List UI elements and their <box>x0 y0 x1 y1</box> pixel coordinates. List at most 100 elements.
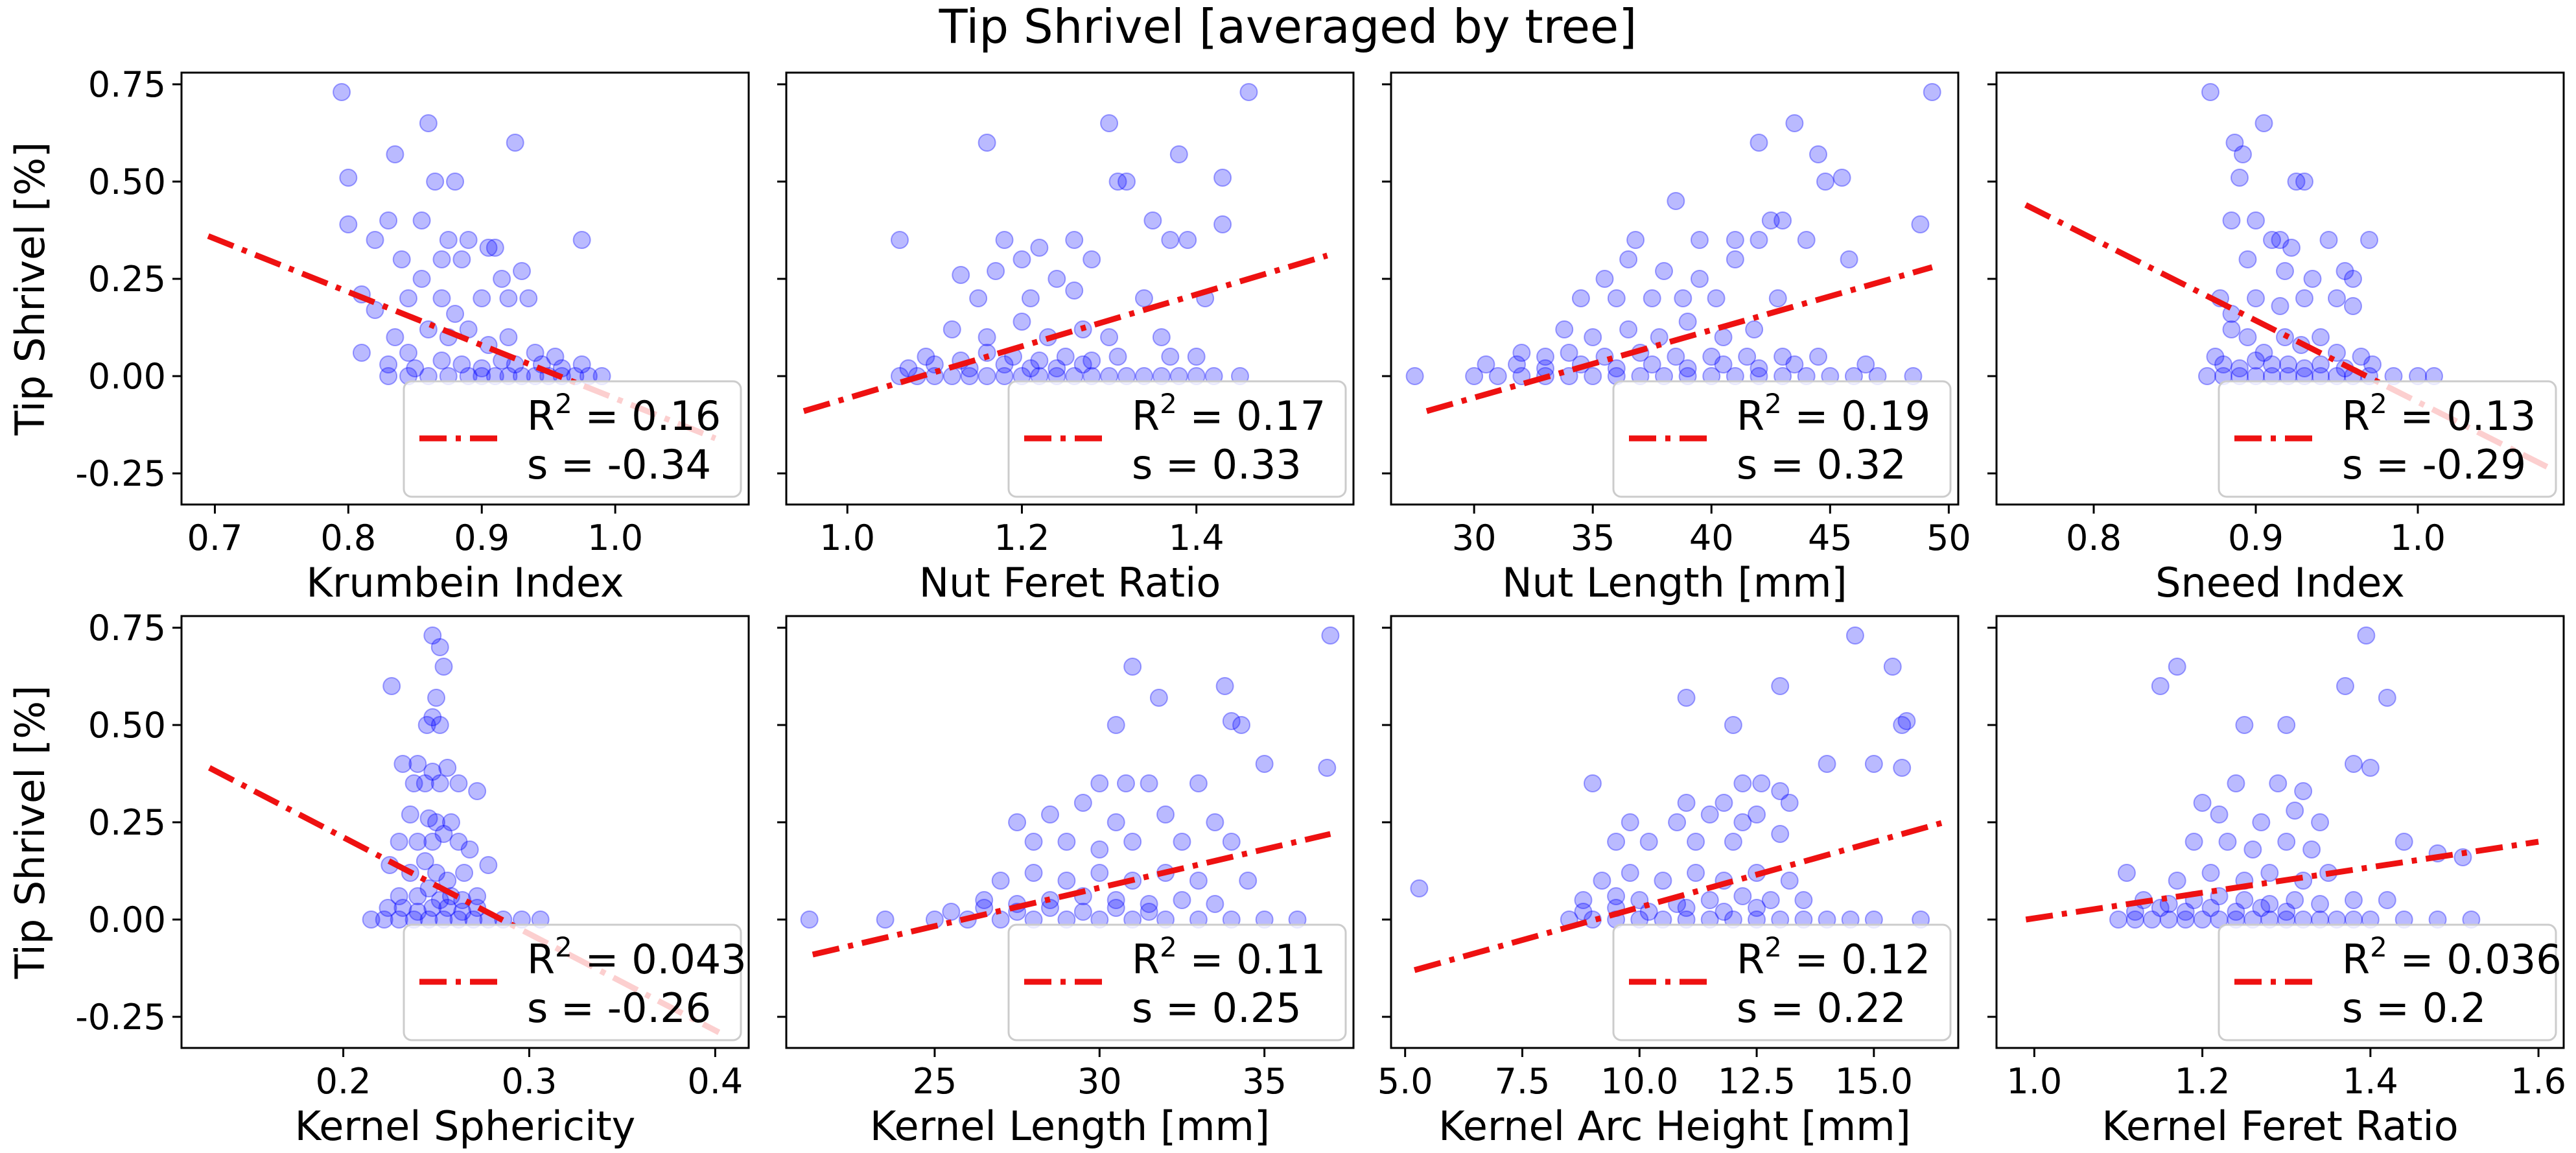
legend-slope-text: s = 0.33 <box>1132 441 1302 488</box>
x-tick-label: 0.8 <box>320 517 376 558</box>
legend-box <box>1612 923 1952 1041</box>
scatter-point <box>1911 215 1930 233</box>
x-axis-label: Nut Feret Ratio <box>919 559 1221 606</box>
scatter-point <box>2287 172 2306 191</box>
scatter-point <box>2277 903 2296 921</box>
scatter-point <box>2344 755 2363 773</box>
scatter-point <box>1750 134 1768 152</box>
x-tick-label: 30 <box>1452 517 1497 558</box>
x-tick-label: 12.5 <box>1718 1061 1796 1102</box>
scatter-point <box>1715 794 1733 812</box>
axes-frame <box>1390 71 1960 506</box>
scatter-point <box>1733 887 1752 905</box>
scatter-point <box>446 305 465 323</box>
scatter-point <box>1761 891 1780 909</box>
scatter-point <box>390 910 408 929</box>
scatter-point <box>468 782 487 800</box>
scatter-point <box>2453 848 2472 866</box>
scatter-point <box>468 887 487 905</box>
scatter-point <box>412 211 431 230</box>
legend-slope-text: s = -0.29 <box>2342 441 2526 488</box>
scatter-point <box>399 289 417 307</box>
scatter-point <box>1169 145 1188 163</box>
scatter-point <box>430 716 449 734</box>
legend-box <box>403 380 742 498</box>
legend-r2-superscript: 2 <box>555 931 572 963</box>
scatter-point <box>2247 211 2265 230</box>
scatter-point <box>1630 891 1649 909</box>
scatter-point <box>2210 805 2229 824</box>
scatter-point <box>1030 239 1049 257</box>
scatter-point <box>1140 895 1158 913</box>
scatter-point <box>952 266 970 284</box>
scatter-point <box>1149 689 1168 707</box>
scatter-point <box>453 903 472 921</box>
scatter-point <box>1677 689 1696 707</box>
legend-r2-superscript: 2 <box>1160 388 1177 420</box>
x-tick-label: 35 <box>1242 1061 1287 1102</box>
x-axis-label: Kernel Feret Ratio <box>2102 1102 2458 1150</box>
scatter-point <box>1809 145 1827 163</box>
scatter-point <box>1107 899 1125 917</box>
scatter-point <box>1013 250 1031 268</box>
scatter-point <box>1714 355 1733 374</box>
scatter-point <box>1508 355 1527 374</box>
scatter-point <box>2227 903 2245 921</box>
scatter-point <box>2277 716 2296 734</box>
scatter-point <box>1768 289 1787 307</box>
scatter-series <box>1405 83 1941 385</box>
scatter-point <box>408 887 427 905</box>
scatter-point <box>1738 348 1757 366</box>
scatter-point <box>975 891 994 909</box>
scatter-point <box>1771 677 1790 695</box>
scatter-point <box>423 763 442 781</box>
scatter-point <box>379 367 398 385</box>
scatter-point <box>2222 320 2241 339</box>
scatter-point <box>1702 348 1721 366</box>
scatter-point <box>1785 114 1804 132</box>
scatter-point <box>2235 891 2254 909</box>
scatter-point <box>1123 833 1142 851</box>
axes-frame <box>180 615 750 1049</box>
x-axis-label: Nut Length [mm] <box>1502 559 1847 606</box>
scatter-point <box>430 638 449 656</box>
scatter-point <box>1108 348 1127 366</box>
scatter-point <box>1607 359 1626 377</box>
legend-box <box>1007 923 1347 1041</box>
scatter-point <box>459 231 478 249</box>
scatter-point <box>1771 782 1790 800</box>
scatter-point <box>960 367 979 385</box>
legend-r2-value: = 0.043 <box>572 936 747 983</box>
scatter-point <box>366 231 384 249</box>
scatter-point <box>1255 755 1274 773</box>
x-tick-label: 25 <box>913 1061 957 1102</box>
scatter-point <box>995 231 1014 249</box>
legend-slope-text: s = -0.26 <box>527 984 711 1032</box>
scatter-point <box>2260 864 2279 882</box>
scatter-point <box>978 367 996 385</box>
legend-slope-text: s = 0.32 <box>1737 441 1906 488</box>
scatter-point <box>426 172 445 191</box>
x-tick-label: 35 <box>1571 517 1615 558</box>
scatter-point <box>1724 833 1742 851</box>
legend-r2-text: R2 = 0.17 <box>1132 388 1326 440</box>
scatter-point <box>2201 899 2220 917</box>
scatter-point <box>2286 802 2304 820</box>
scatter-point <box>1794 891 1813 909</box>
scatter-point <box>1048 270 1066 288</box>
scatter-point <box>417 716 436 734</box>
scatter-point <box>2276 262 2294 280</box>
scatter-point <box>2319 231 2338 249</box>
scatter-point <box>1745 320 1764 339</box>
x-tick-label: 0.9 <box>454 517 509 558</box>
scatter-point <box>430 774 449 792</box>
scatter-point <box>427 689 446 707</box>
scatter-point <box>2311 813 2330 831</box>
scatter-point <box>412 270 431 288</box>
scatter-point <box>942 903 961 921</box>
legend-slope-text: s = 0.22 <box>1737 984 1906 1032</box>
scatter-point <box>943 320 961 339</box>
scatter-point <box>1321 626 1340 645</box>
scatter-point <box>2295 289 2313 307</box>
